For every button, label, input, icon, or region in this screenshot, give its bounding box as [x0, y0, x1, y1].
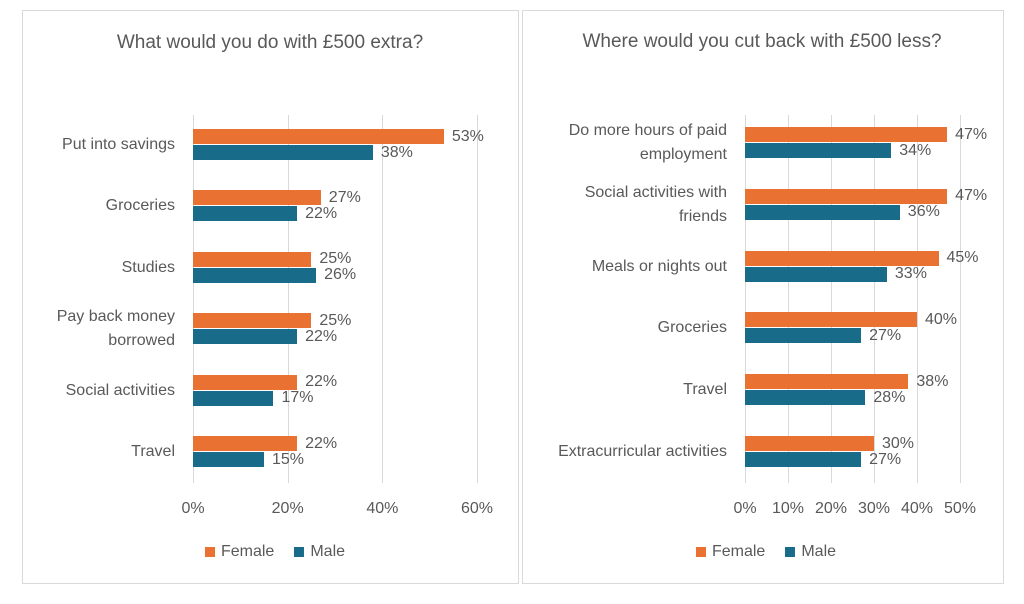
grid-line	[831, 115, 832, 483]
category-label: Put into savings	[62, 136, 175, 153]
bar	[745, 436, 874, 451]
data-label: 22%	[305, 327, 338, 345]
category-label: Extracurricular activities	[558, 443, 727, 460]
bar	[745, 188, 948, 204]
data-label: 22%	[305, 204, 338, 222]
category-label: Do more hours of paid employment	[568, 122, 727, 163]
bar	[193, 329, 298, 345]
grid-line	[788, 115, 789, 483]
data-label: 47%	[955, 125, 988, 143]
category-label: Groceries	[657, 319, 727, 337]
category-label: Pay back money borrowed	[56, 308, 175, 350]
bar	[193, 390, 274, 406]
legend: Female Male	[695, 543, 836, 561]
grid-line	[287, 115, 289, 483]
legend-swatch	[785, 547, 796, 557]
legend-item: Male	[785, 543, 836, 561]
x-tick-label: 50%	[943, 500, 977, 517]
x-tick-label: 0%	[733, 500, 757, 517]
panel-right	[522, 10, 1004, 584]
bar	[193, 145, 373, 160]
legend-label: Male	[801, 543, 837, 560]
data-label: 27%	[328, 188, 361, 206]
data-label: 22%	[305, 434, 338, 452]
x-tick-label: 20%	[271, 500, 304, 517]
legend: Female Male	[204, 543, 345, 561]
data-label: 33%	[894, 265, 927, 283]
bar	[193, 206, 298, 222]
bar	[745, 312, 917, 328]
x-tick-label: 40%	[366, 500, 399, 517]
chart-title: Where would you cut back with £500 less?	[582, 31, 942, 52]
bar	[745, 328, 862, 344]
bar	[745, 374, 909, 390]
data-label: 26%	[324, 266, 357, 284]
bar	[193, 129, 444, 144]
panel-left	[22, 10, 519, 584]
data-label: 38%	[916, 372, 949, 390]
category-label: Travel	[131, 443, 175, 460]
bar	[193, 251, 312, 267]
legend-swatch	[204, 547, 215, 557]
bar	[745, 250, 939, 266]
grid-line	[960, 115, 961, 483]
legend-label: Male	[310, 543, 346, 560]
data-label: 27%	[869, 326, 902, 344]
grid-line	[477, 115, 478, 483]
category-label: Social activities with friends	[584, 183, 727, 225]
grid-line	[745, 115, 746, 483]
grid-line	[874, 115, 875, 483]
data-label: 47%	[955, 187, 988, 205]
legend-item: Male	[294, 543, 345, 561]
chart-title: What would you do with £500 extra?	[116, 32, 424, 53]
bar	[745, 127, 948, 142]
bar	[745, 204, 900, 220]
bar	[193, 190, 321, 206]
category-label: Meals or nights out	[591, 257, 727, 275]
bar	[193, 313, 312, 329]
data-label: 22%	[305, 373, 338, 391]
data-label: 40%	[925, 310, 958, 328]
data-label: 34%	[899, 141, 932, 159]
x-tick-label: 60%	[460, 500, 494, 517]
bar	[745, 266, 887, 282]
bar	[745, 390, 866, 406]
legend-label: Female	[711, 543, 766, 560]
x-tick-label: 10%	[771, 500, 805, 517]
category-label: Groceries	[105, 197, 175, 215]
x-tick-label: 30%	[857, 500, 891, 517]
data-label: 27%	[869, 450, 902, 468]
bar	[745, 452, 862, 467]
x-tick-label: 0%	[181, 500, 205, 517]
legend-swatch	[695, 547, 706, 557]
x-tick-label: 40%	[900, 500, 934, 517]
bar	[193, 436, 298, 451]
grid-line	[193, 115, 194, 483]
data-label: 45%	[946, 249, 979, 267]
bar	[745, 143, 892, 158]
data-label: 15%	[272, 450, 305, 468]
category-label: Social activities	[65, 381, 175, 399]
bar	[193, 267, 317, 283]
legend-item: Female	[204, 543, 275, 561]
data-label: 25%	[319, 250, 352, 268]
data-label: 53%	[451, 127, 484, 145]
grid-line	[382, 115, 384, 483]
data-label: 17%	[281, 389, 314, 407]
legend-item: Female	[695, 543, 766, 561]
category-label: Travel	[683, 381, 727, 399]
legend-swatch	[294, 547, 305, 557]
data-label: 30%	[882, 434, 915, 452]
x-tick-label: 20%	[814, 500, 848, 517]
data-label: 38%	[380, 143, 413, 161]
bar	[193, 452, 264, 467]
grid-line	[917, 115, 918, 483]
data-label: 25%	[319, 311, 352, 329]
data-label: 28%	[873, 388, 906, 406]
category-label: Studies	[121, 258, 175, 276]
legend-label: Female	[220, 543, 275, 560]
bar	[193, 374, 298, 390]
data-label: 36%	[907, 203, 940, 221]
